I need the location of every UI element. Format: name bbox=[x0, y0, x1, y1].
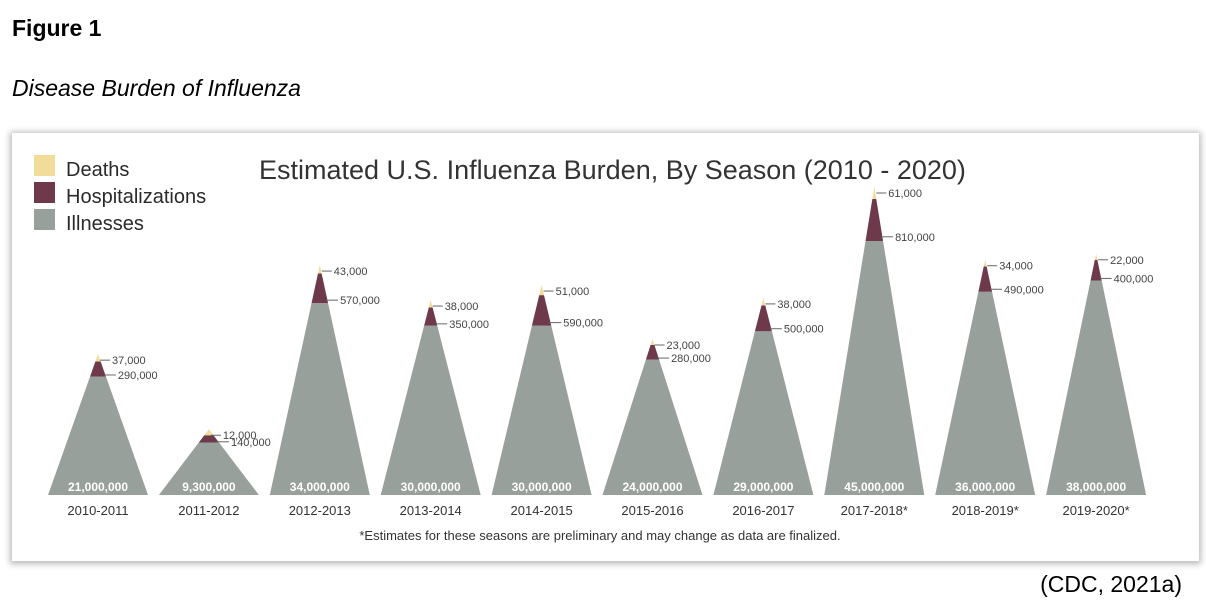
legend-label-hospitalizations: Hospitalizations bbox=[66, 186, 206, 208]
deaths-label-2012-2013: 43,000 bbox=[334, 266, 368, 278]
hospitalizations-area-2010-2011 bbox=[90, 361, 106, 377]
season-label-2016-2017: 2016-2017 bbox=[732, 503, 794, 518]
deaths-area-2019-2020 bbox=[1094, 253, 1098, 260]
hospitalizations-label-2015-2016: 280,000 bbox=[671, 353, 711, 365]
deaths-area-2018-2019 bbox=[983, 259, 987, 267]
illnesses-label-2011-2012: 9,300,000 bbox=[182, 480, 236, 494]
legend-label-illnesses: Illnesses bbox=[66, 213, 144, 235]
illnesses-area-2019-2020 bbox=[1046, 280, 1147, 495]
illnesses-label-2013-2014: 30,000,000 bbox=[401, 480, 461, 494]
deaths-label-2013-2014: 38,000 bbox=[445, 301, 479, 313]
deaths-area-2011-2012 bbox=[204, 429, 214, 436]
illnesses-label-2014-2015: 30,000,000 bbox=[512, 480, 572, 494]
legend-swatch-deaths bbox=[34, 155, 55, 176]
deaths-area-2013-2014 bbox=[428, 300, 433, 308]
chart-marks: 37,000 290,000 21,000,000 2010-2011 12,00014… bbox=[48, 187, 1153, 518]
season-label-2012-2013: 2012-2013 bbox=[289, 503, 351, 518]
hospitalizations-label-2017-2018: 810,000 bbox=[895, 232, 935, 244]
season-label-2013-2014: 2013-2014 bbox=[400, 503, 462, 518]
hospitalizations-label-2019-2020: 400,000 bbox=[1114, 273, 1154, 285]
legend-swatch-hospitalizations bbox=[34, 182, 55, 203]
season-label-2010-2011: 2010-2011 bbox=[67, 503, 128, 518]
illnesses-area-2012-2013 bbox=[269, 303, 370, 495]
illnesses-area-2011-2012 bbox=[158, 442, 259, 495]
season-label-2017-2018: 2017-2018* bbox=[841, 503, 908, 518]
deaths-area-2016-2017 bbox=[761, 297, 766, 306]
hospitalizations-area-2017-2018 bbox=[865, 199, 884, 241]
chart-footnote: *Estimates for these seasons are prelimi… bbox=[359, 528, 840, 543]
hospitalizations-area-2018-2019 bbox=[978, 266, 993, 292]
hospitalizations-area-2012-2013 bbox=[311, 273, 329, 304]
legend-swatch-illnesses bbox=[34, 209, 55, 230]
season-label-2014-2015: 2014-2015 bbox=[511, 503, 573, 518]
hospitalizations-label-2018-2019: 490,000 bbox=[1004, 284, 1044, 296]
deaths-label-2018-2019: 34,000 bbox=[999, 261, 1033, 273]
legend: Deaths Hospitalizations Illnesses bbox=[34, 155, 206, 235]
hospitalizations-label-2016-2017: 500,000 bbox=[784, 324, 824, 336]
deaths-label-2016-2017: 38,000 bbox=[777, 299, 811, 311]
season-label-2018-2019: 2018-2019* bbox=[952, 503, 1019, 518]
hospitalizations-label-2013-2014: 350,000 bbox=[449, 319, 489, 331]
illnesses-area-2016-2017 bbox=[713, 331, 814, 495]
illnesses-area-2018-2019 bbox=[935, 291, 1036, 495]
illnesses-label-2016-2017: 29,000,000 bbox=[733, 480, 793, 494]
hospitalizations-label-2010-2011: 290,000 bbox=[118, 370, 158, 382]
hospitalizations-area-2011-2012 bbox=[198, 435, 219, 443]
illnesses-label-2019-2020: 38,000,000 bbox=[1066, 480, 1126, 494]
hospitalizations-label-2011-2012: 140,000 bbox=[231, 437, 271, 449]
legend-label-deaths: Deaths bbox=[66, 159, 129, 181]
deaths-area-2015-2016 bbox=[650, 339, 655, 346]
illnesses-area-2013-2014 bbox=[380, 325, 481, 495]
figure-label: Figure 1 bbox=[12, 15, 102, 41]
citation: (CDC, 2021a) bbox=[1040, 571, 1182, 597]
hospitalizations-area-2015-2016 bbox=[645, 345, 660, 360]
illnesses-label-2010-2011: 21,000,000 bbox=[68, 480, 128, 494]
illnesses-area-2015-2016 bbox=[602, 359, 703, 495]
deaths-label-2015-2016: 23,000 bbox=[667, 340, 701, 352]
deaths-label-2010-2011: 37,000 bbox=[112, 355, 146, 367]
season-label-2019-2020: 2019-2020* bbox=[1062, 503, 1129, 518]
illnesses-label-2017-2018: 45,000,000 bbox=[844, 480, 904, 494]
deaths-area-2017-2018 bbox=[872, 187, 877, 199]
chart-card: Deaths Hospitalizations Illnesses Estima… bbox=[12, 133, 1199, 561]
illnesses-area-2014-2015 bbox=[491, 325, 592, 495]
hospitalizations-label-2014-2015: 590,000 bbox=[563, 318, 603, 330]
deaths-label-2014-2015: 51,000 bbox=[556, 286, 590, 298]
deaths-area-2012-2013 bbox=[317, 265, 322, 274]
illnesses-area-2010-2011 bbox=[48, 376, 148, 495]
figure-caption: Disease Burden of Influenza bbox=[12, 75, 301, 101]
season-label-2015-2016: 2015-2016 bbox=[621, 503, 683, 518]
illnesses-label-2018-2019: 36,000,000 bbox=[955, 480, 1015, 494]
illnesses-label-2012-2013: 34,000,000 bbox=[290, 480, 350, 494]
influenza-burden-chart: Deaths Hospitalizations Illnesses Estima… bbox=[34, 155, 1153, 543]
illnesses-label-2015-2016: 24,000,000 bbox=[622, 480, 682, 494]
deaths-label-2019-2020: 22,000 bbox=[1110, 255, 1144, 267]
season-label-2011-2012: 2011-2012 bbox=[178, 503, 239, 518]
illnesses-area-2017-2018 bbox=[824, 241, 925, 495]
deaths-area-2010-2011 bbox=[95, 354, 101, 362]
deaths-label-2017-2018: 61,000 bbox=[888, 188, 922, 200]
hospitalizations-area-2014-2015 bbox=[531, 295, 552, 326]
hospitalizations-label-2012-2013: 570,000 bbox=[340, 295, 380, 307]
hospitalizations-area-2016-2017 bbox=[754, 305, 772, 332]
deaths-label-2011-2012: 12,000 bbox=[223, 430, 257, 442]
hospitalizations-area-2019-2020 bbox=[1090, 259, 1102, 281]
hospitalizations-area-2013-2014 bbox=[424, 307, 438, 326]
deaths-area-2014-2015 bbox=[539, 285, 544, 296]
chart-title: Estimated U.S. Influenza Burden, By Seas… bbox=[259, 155, 966, 185]
